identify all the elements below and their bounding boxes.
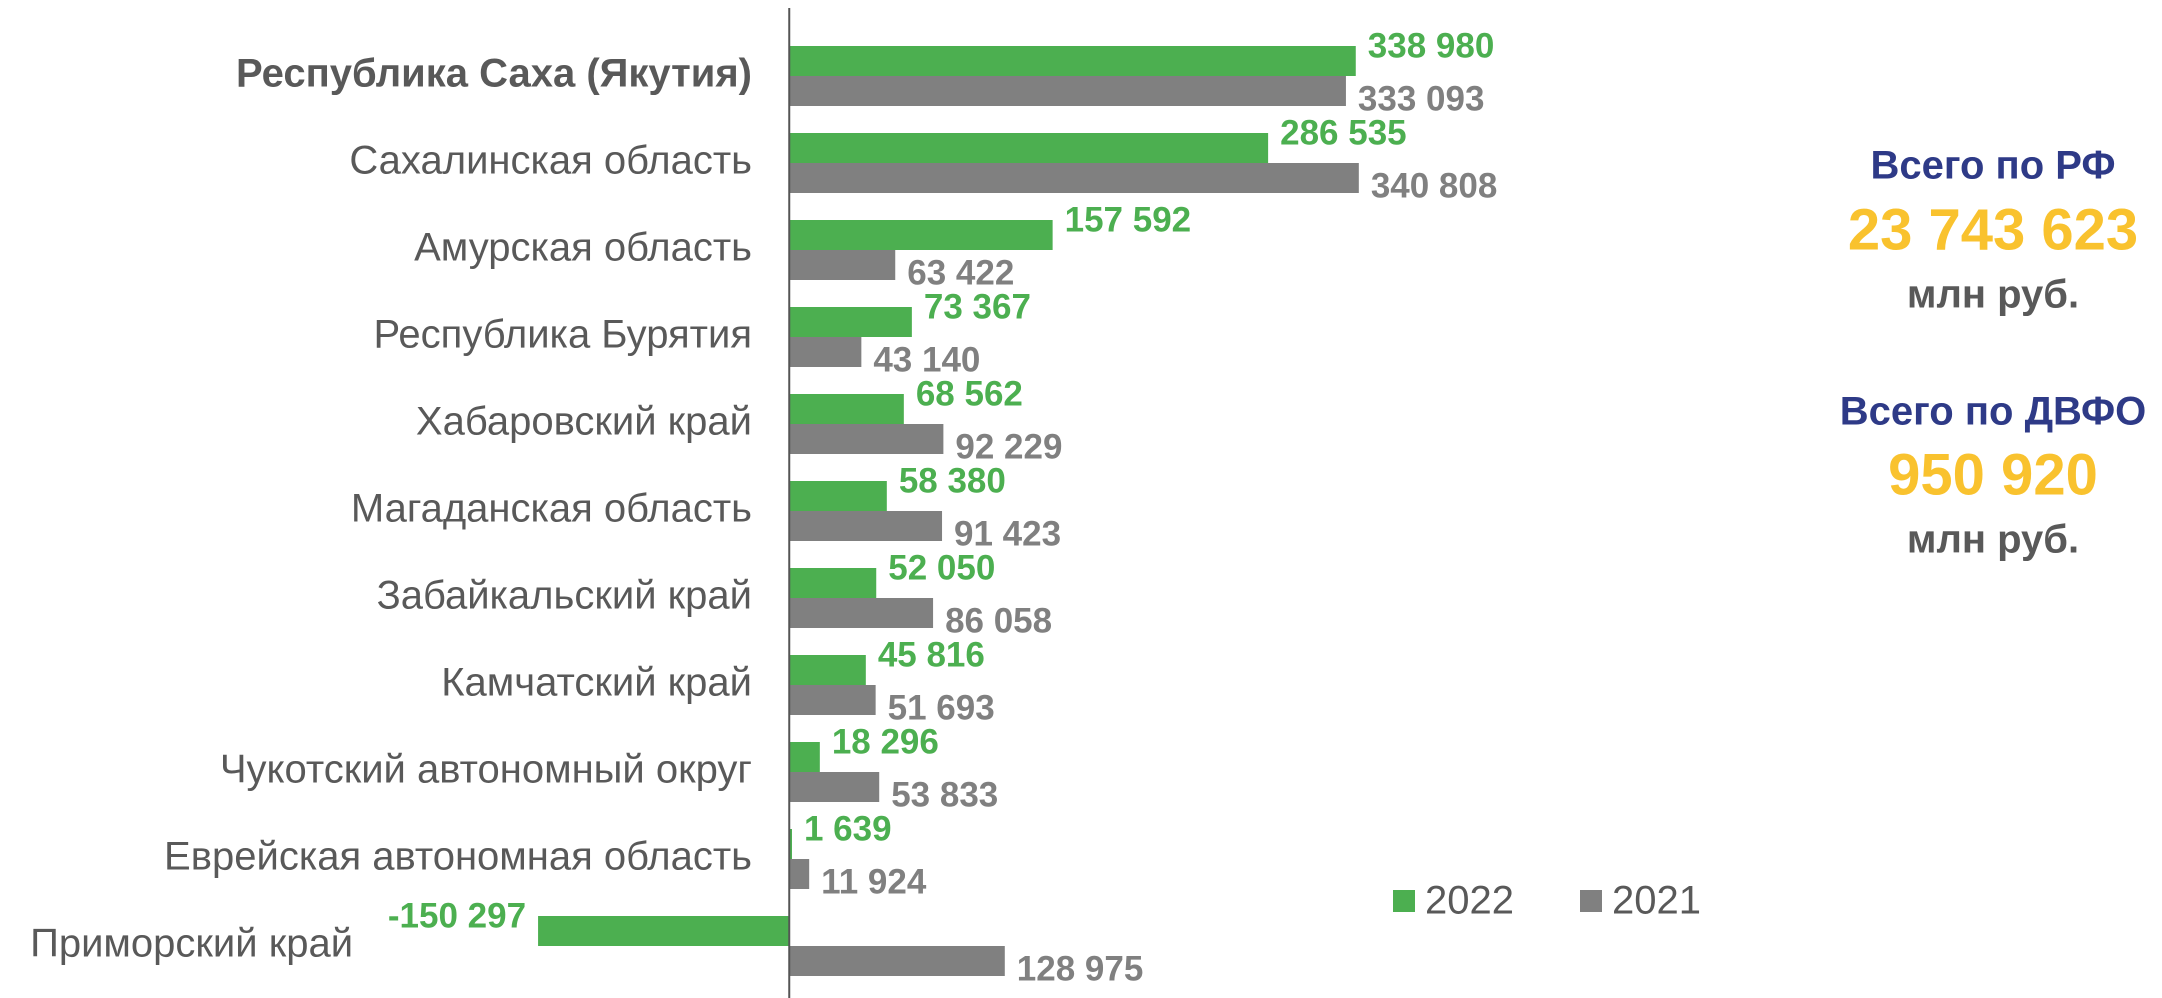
category-label: Еврейская автономная область — [164, 835, 752, 879]
category-label: Хабаровский край — [416, 400, 752, 444]
category-label: Чукотский автономный округ — [220, 748, 752, 792]
value-label: 91 423 — [954, 514, 1061, 553]
value-label: 128 975 — [1017, 949, 1144, 988]
legend-swatch — [1580, 890, 1602, 912]
bar — [789, 307, 912, 337]
category-label: Республика Бурятия — [373, 313, 752, 357]
category-label: Амурская область — [414, 226, 752, 270]
bar — [789, 685, 876, 715]
bar — [789, 133, 1269, 163]
category-label: Камчатский край — [441, 661, 752, 705]
value-label: 43 140 — [873, 340, 980, 379]
bar — [789, 163, 1359, 193]
bar — [789, 829, 792, 859]
summary-label: Всего по ДВФО — [1840, 390, 2146, 434]
summary-label: Всего по РФ — [1870, 144, 2115, 188]
value-label: 92 229 — [955, 427, 1062, 466]
category-label: Сахалинская область — [349, 139, 752, 183]
value-label: 333 093 — [1358, 79, 1485, 118]
bar — [789, 337, 862, 367]
category-label: Республика Саха (Якутия) — [236, 52, 752, 96]
bar — [789, 655, 866, 685]
category-label: Магаданская область — [351, 487, 752, 531]
bar — [789, 742, 820, 772]
value-label: 1 639 — [804, 809, 892, 848]
value-label: 86 058 — [945, 601, 1052, 640]
bar — [789, 76, 1346, 106]
legend-label: 2021 — [1612, 879, 1701, 923]
value-label: 73 367 — [924, 287, 1031, 326]
summary-unit: млн руб. — [1907, 273, 2079, 317]
bar — [789, 598, 934, 628]
value-label: 51 693 — [888, 688, 995, 727]
value-label: 18 296 — [832, 722, 939, 761]
bar — [789, 250, 896, 280]
bar — [789, 481, 887, 511]
category-label: Забайкальский край — [377, 574, 752, 618]
bar — [789, 568, 877, 598]
value-label: 52 050 — [888, 548, 995, 587]
bar — [789, 772, 880, 802]
bar — [789, 511, 943, 541]
bar — [789, 220, 1053, 250]
value-label: 157 592 — [1065, 200, 1192, 239]
bar — [789, 946, 1005, 976]
value-label: 338 980 — [1368, 26, 1495, 65]
legend-swatch — [1393, 890, 1415, 912]
summary-unit: млн руб. — [1907, 518, 2079, 562]
value-label: 58 380 — [899, 461, 1006, 500]
summary-value: 950 920 — [1888, 442, 2098, 507]
value-label: 286 535 — [1280, 113, 1407, 152]
value-label: 340 808 — [1371, 166, 1498, 205]
bar — [789, 46, 1356, 76]
bar — [538, 916, 790, 946]
value-label: 11 924 — [821, 862, 927, 901]
value-label: 53 833 — [891, 775, 998, 814]
summary-value: 23 743 623 — [1848, 197, 2138, 262]
legend-label: 2022 — [1425, 879, 1514, 923]
value-label: -150 297 — [388, 896, 526, 935]
value-label: 68 562 — [916, 374, 1023, 413]
bar — [789, 424, 944, 454]
bar — [789, 394, 904, 424]
value-label: 63 422 — [907, 253, 1014, 292]
value-label: 45 816 — [878, 635, 985, 674]
bar — [789, 859, 810, 889]
category-label: Приморский край — [30, 922, 353, 966]
